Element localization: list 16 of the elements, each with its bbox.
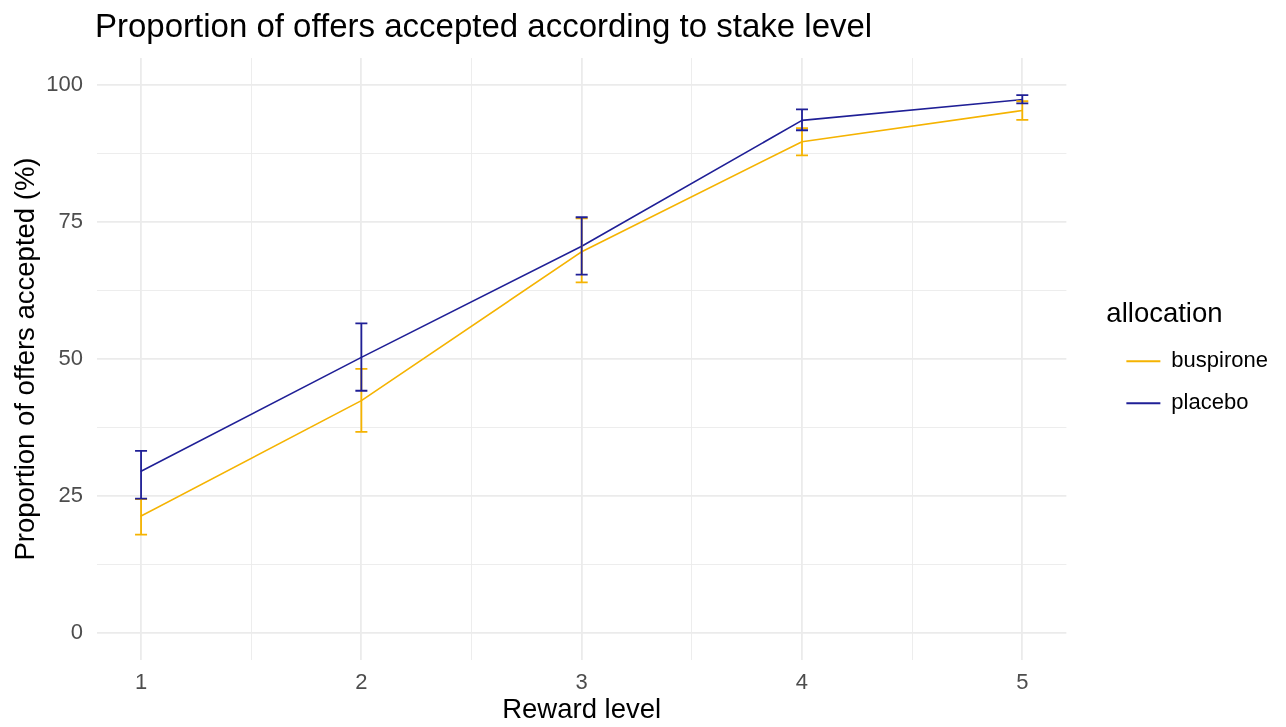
y-tick-label: 25 [58,481,83,507]
x-tick-label: 3 [575,669,588,695]
x-axis-title: Reward level [502,693,662,725]
legend-label: placebo [1171,389,1249,415]
x-tick-label: 5 [1016,669,1029,695]
legend-label: buspirone [1171,347,1269,373]
x-tick-label: 2 [355,669,368,695]
y-tick-label: 100 [46,71,83,97]
chart-title: Proportion of offers accepted according to stake level [95,7,873,45]
y-tick-label: 50 [58,345,83,371]
x-tick-label: 4 [795,669,809,695]
y-axis-title: Proportion of offers accepted (%) [9,157,41,561]
x-tick-label: 1 [134,669,148,695]
y-tick-label: 75 [58,208,83,234]
legend-title: allocation [1106,297,1223,329]
y-tick-label: 0 [70,618,83,644]
